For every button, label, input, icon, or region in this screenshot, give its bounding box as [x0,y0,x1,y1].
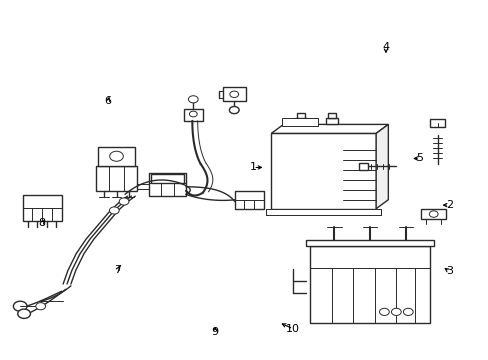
FancyBboxPatch shape [294,118,306,125]
Text: 7: 7 [114,265,121,275]
FancyBboxPatch shape [325,118,337,125]
FancyBboxPatch shape [222,87,245,101]
Circle shape [229,107,239,114]
Text: 1: 1 [249,162,256,172]
FancyBboxPatch shape [151,174,184,183]
Circle shape [119,198,129,205]
Text: 4: 4 [382,42,388,52]
Text: 2: 2 [445,200,452,210]
Circle shape [391,308,400,315]
FancyBboxPatch shape [281,118,318,126]
Text: 10: 10 [285,324,300,334]
FancyBboxPatch shape [358,163,367,170]
Circle shape [109,207,119,214]
Polygon shape [375,125,387,209]
Circle shape [379,308,388,315]
FancyBboxPatch shape [420,209,446,220]
FancyBboxPatch shape [429,119,445,127]
Circle shape [13,301,27,311]
Polygon shape [271,125,387,134]
FancyBboxPatch shape [266,209,380,215]
FancyBboxPatch shape [183,109,202,121]
Circle shape [36,303,45,310]
Text: 9: 9 [211,327,218,337]
FancyBboxPatch shape [310,246,429,323]
Circle shape [428,211,437,217]
FancyBboxPatch shape [306,240,433,246]
Circle shape [189,111,197,117]
Text: 5: 5 [416,153,423,163]
FancyBboxPatch shape [96,166,137,191]
Text: 6: 6 [104,96,111,106]
Circle shape [18,309,30,319]
FancyBboxPatch shape [296,113,304,118]
Circle shape [403,308,412,315]
FancyBboxPatch shape [234,191,264,209]
FancyBboxPatch shape [22,195,61,221]
FancyBboxPatch shape [327,113,335,118]
Circle shape [229,91,238,98]
Text: 3: 3 [445,266,452,276]
Circle shape [109,151,123,161]
Text: 8: 8 [39,218,45,228]
FancyBboxPatch shape [271,134,375,209]
FancyBboxPatch shape [98,147,135,166]
Circle shape [188,96,198,103]
FancyBboxPatch shape [149,173,185,196]
